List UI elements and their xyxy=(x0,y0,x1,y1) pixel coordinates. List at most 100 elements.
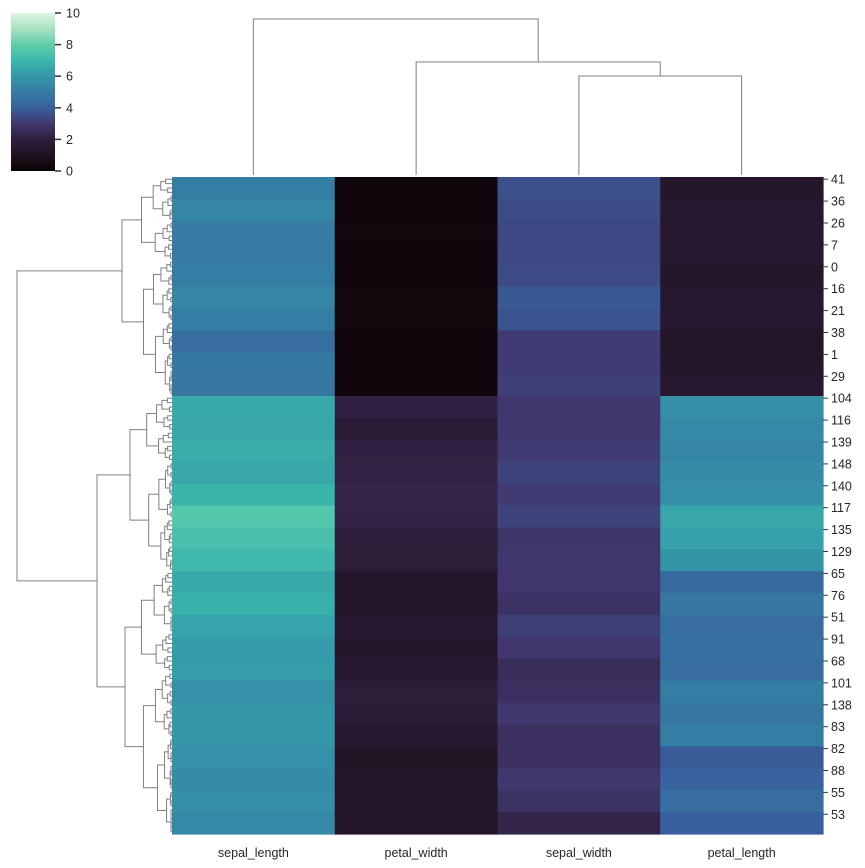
row-label: 21 xyxy=(831,304,845,318)
heatmap-cell xyxy=(172,461,336,485)
heatmap-cell xyxy=(497,417,661,441)
heatmap-cell xyxy=(172,746,336,769)
heatmap-cell xyxy=(497,396,661,419)
heatmap-cell xyxy=(497,505,661,528)
heatmap-cell xyxy=(334,330,499,353)
heatmap-cell xyxy=(497,286,661,309)
heatmap-cell xyxy=(172,374,336,397)
row-dendrogram-link xyxy=(170,209,172,215)
heatmap-cell xyxy=(660,264,824,288)
row-label: 55 xyxy=(831,786,845,800)
row-dendrogram-link xyxy=(168,634,172,640)
heatmap-cell xyxy=(497,658,661,682)
heatmap-cell xyxy=(172,352,336,375)
column-label: petal_length xyxy=(708,846,776,860)
heatmap-cell xyxy=(172,177,336,200)
heatmap-cell xyxy=(172,330,336,353)
row-dendrogram-link xyxy=(166,397,172,404)
heatmap-cell xyxy=(660,242,824,266)
heatmap-cell xyxy=(172,264,336,288)
heatmap-cell xyxy=(172,615,336,638)
heatmap-cell xyxy=(660,286,824,309)
heatmap-cell xyxy=(172,702,336,726)
heatmap-cell xyxy=(497,790,661,813)
row-dendrogram-link xyxy=(16,270,122,582)
heatmap-cell xyxy=(172,636,336,660)
row-dendrogram-link xyxy=(121,219,144,323)
row-label: 29 xyxy=(831,370,845,384)
row-dendrogram-link xyxy=(170,682,172,688)
row-label: 53 xyxy=(831,808,845,822)
heatmap-cell xyxy=(497,636,661,660)
colorbar-tick-label: 0 xyxy=(66,165,73,179)
row-dendrogram-link xyxy=(170,296,172,303)
row-label: 41 xyxy=(831,173,845,187)
row-dendrogram-link xyxy=(162,639,168,651)
row-dendrogram-link xyxy=(170,336,172,342)
colorbar-tick-label: 8 xyxy=(66,38,73,52)
heatmap-cell xyxy=(660,352,824,375)
row-dendrogram-link xyxy=(169,691,172,697)
row-label: 82 xyxy=(831,742,845,756)
heatmap-cell xyxy=(172,417,336,441)
row-dendrogram-link xyxy=(170,768,172,776)
row-dendrogram-link xyxy=(168,235,172,242)
heatmap-cell xyxy=(497,177,661,200)
heatmap-cell xyxy=(660,615,824,638)
heatmap-cell xyxy=(497,308,661,331)
row-dendrogram-link xyxy=(164,246,171,257)
row-label: 51 xyxy=(831,611,845,625)
row-label: 117 xyxy=(831,501,851,515)
row-dendrogram-link xyxy=(166,656,172,662)
row-dendrogram-link xyxy=(167,572,172,579)
heatmap-cell xyxy=(660,461,824,485)
row-dendrogram-link xyxy=(170,305,172,312)
heatmap-cell xyxy=(660,308,824,331)
row-dendrogram-link xyxy=(170,511,172,517)
heatmap-cell xyxy=(172,483,336,507)
row-label: 140 xyxy=(831,479,852,493)
heatmap-cell xyxy=(172,658,336,682)
heatmap-cell xyxy=(334,308,499,331)
heatmap-cell xyxy=(172,242,336,266)
heatmap-cell xyxy=(660,505,824,528)
row-dendrogram-link xyxy=(163,605,171,625)
row-dendrogram-link xyxy=(154,688,165,723)
row-dendrogram-link xyxy=(170,781,172,789)
row-dendrogram-link xyxy=(170,387,172,395)
heatmap-cell xyxy=(660,593,824,616)
column-dendrogram-link xyxy=(252,18,539,175)
heatmap-cell xyxy=(497,593,661,616)
heatmap-cell xyxy=(497,680,661,704)
heatmap-cell xyxy=(497,330,661,353)
heatmap-cell xyxy=(172,571,336,594)
colorbar-tick-label: 4 xyxy=(66,101,73,115)
heatmap-cell xyxy=(334,593,499,616)
heatmap-cell xyxy=(334,461,499,485)
heatmap-cell xyxy=(497,724,661,747)
row-label: 138 xyxy=(831,698,852,712)
row-dendrogram-link xyxy=(158,478,168,510)
column-label: sepal_length xyxy=(218,846,289,860)
row-dendrogram-link xyxy=(169,673,172,680)
row-dendrogram-link xyxy=(166,522,172,531)
row-dendrogram-link xyxy=(170,345,172,351)
row-dendrogram-link xyxy=(167,415,172,421)
heatmap-cell xyxy=(497,439,661,463)
heatmap-cell xyxy=(660,680,824,704)
heatmap-cell xyxy=(497,242,661,266)
row-dendrogram-link xyxy=(170,489,172,496)
row-dendrogram-link xyxy=(170,362,172,369)
heatmap-cell xyxy=(172,286,336,309)
row-label: 101 xyxy=(831,676,852,690)
row-dendrogram-link xyxy=(162,434,172,443)
heatmap-cell xyxy=(660,177,824,200)
row-dendrogram-link xyxy=(170,607,172,614)
heatmap-cell xyxy=(497,615,661,638)
heatmap-cell xyxy=(660,658,824,682)
heatmap-cell xyxy=(660,549,824,572)
row-label: 91 xyxy=(831,633,845,647)
heatmap-cell xyxy=(172,396,336,419)
row-dendrogram-link xyxy=(166,552,171,567)
